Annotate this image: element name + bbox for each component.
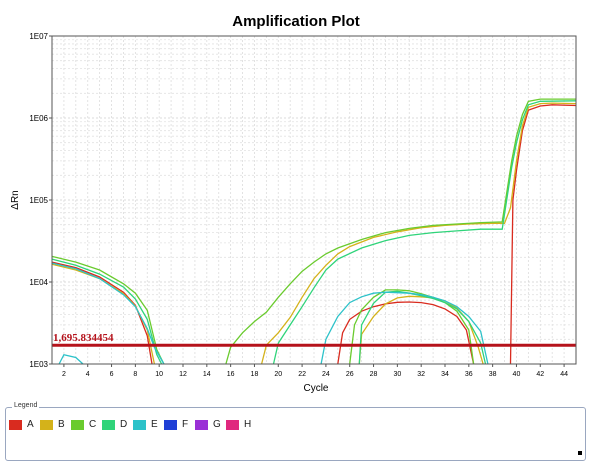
legend-swatch xyxy=(133,419,146,430)
y-tick-label: 1E03 xyxy=(29,360,48,369)
x-tick-label: 20 xyxy=(274,371,282,378)
legend-swatch xyxy=(9,419,22,430)
x-tick-label: 6 xyxy=(110,371,114,378)
y-tick-label: 1E04 xyxy=(29,278,48,287)
series-line-e xyxy=(51,262,489,365)
legend-label: B xyxy=(58,419,65,430)
amplification-chart: Amplification Plot 1,695.834454 2 4 6 8 10 12… xyxy=(10,13,577,394)
legend-items: A B C D E F G H xyxy=(9,419,257,430)
x-tick-label: 30 xyxy=(393,371,401,378)
chart-grid xyxy=(51,36,577,365)
legend-box: Legend A B C D E F G H xyxy=(5,402,586,461)
x-tick-label: 42 xyxy=(536,371,544,378)
chart-title: Amplification Plot xyxy=(232,13,360,30)
legend-label: A xyxy=(27,419,34,430)
legend-item-d[interactable]: D xyxy=(102,419,133,430)
legend-item-b[interactable]: B xyxy=(40,419,71,430)
x-tick-label: 22 xyxy=(298,371,306,378)
y-tick-label: 1E05 xyxy=(29,196,48,205)
x-tick-label: 8 xyxy=(133,371,137,378)
threshold-group: 1,695.834454 xyxy=(52,332,576,347)
legend-label: E xyxy=(151,419,158,430)
legend-title: Legend xyxy=(12,402,40,409)
x-tick-label: 2 xyxy=(62,371,66,378)
legend-item-h[interactable]: H xyxy=(226,419,257,430)
legend-item-a[interactable]: A xyxy=(9,419,40,430)
x-tick-label: 4 xyxy=(86,371,90,378)
x-tick-label: 10 xyxy=(155,371,163,378)
x-tick-label: 40 xyxy=(513,371,521,378)
x-tick-label: 38 xyxy=(489,371,497,378)
x-tick-label: 26 xyxy=(346,371,354,378)
x-tick-label: 24 xyxy=(322,371,330,378)
threshold-label: 1,695.834454 xyxy=(53,332,114,344)
legend-label: D xyxy=(120,419,128,430)
x-tick-label: 18 xyxy=(251,371,259,378)
x-tick-label: 16 xyxy=(227,371,235,378)
x-tick-label: 44 xyxy=(560,371,568,378)
x-tick-label: 34 xyxy=(441,371,449,378)
x-tick-label: 32 xyxy=(417,371,425,378)
x-axis-label: Cycle xyxy=(303,383,328,394)
legend-label: C xyxy=(89,419,97,430)
chart-axes: 2 4 6 8 10 12 14 16 18 20 22 24 26 28 30 32 34 36 38 40 42 44… xyxy=(29,32,568,378)
legend-swatch xyxy=(195,419,208,430)
legend-label: H xyxy=(244,419,252,430)
resize-handle-icon xyxy=(578,451,582,455)
legend-item-c[interactable]: C xyxy=(71,419,102,430)
x-tick-label: 12 xyxy=(179,371,187,378)
y-tick-label: 1E06 xyxy=(29,114,48,123)
legend-item-g[interactable]: G xyxy=(195,419,226,430)
legend-swatch xyxy=(226,419,239,430)
y-tick-label: 1E07 xyxy=(29,32,48,41)
x-tick-label: 14 xyxy=(203,371,211,378)
y-axis-label: ΔRn xyxy=(10,190,21,209)
legend-item-f[interactable]: F xyxy=(164,419,195,430)
x-tick-label: 28 xyxy=(370,371,378,378)
series-line-a xyxy=(51,104,577,365)
legend-label: F xyxy=(182,419,189,430)
series-line-c xyxy=(51,98,576,365)
legend-label: G xyxy=(213,419,221,430)
legend-item-e[interactable]: E xyxy=(133,419,164,430)
chart-series xyxy=(51,98,577,365)
legend-swatch xyxy=(164,419,177,430)
x-tick-label: 36 xyxy=(465,371,473,378)
legend-swatch xyxy=(40,419,53,430)
legend-swatch xyxy=(71,419,84,430)
legend-swatch xyxy=(102,419,115,430)
